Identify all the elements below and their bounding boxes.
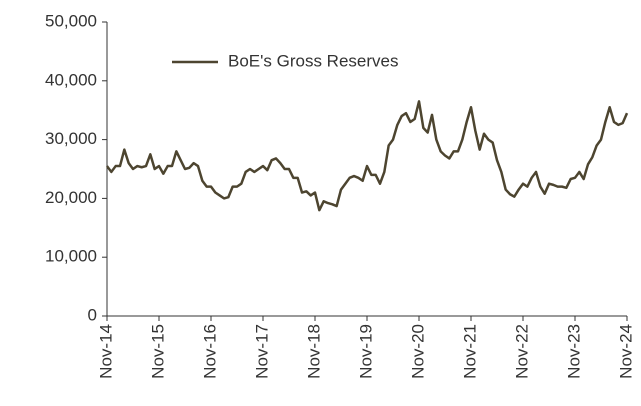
x-tick-label: Nov-18 (304, 324, 323, 379)
x-tick-label: Nov-24 (616, 324, 635, 379)
y-tick-label: 50,000 (45, 11, 97, 30)
x-tick-label: Nov-22 (512, 324, 531, 379)
x-tick-label: Nov-14 (96, 324, 115, 379)
data-line (105, 100, 629, 212)
y-tick-label: 0 (88, 305, 97, 324)
y-tick-label: 30,000 (45, 129, 97, 148)
x-tick-label: Nov-23 (564, 324, 583, 379)
x-tick-label: Nov-17 (252, 324, 271, 379)
x-tick-label: Nov-16 (200, 324, 219, 379)
x-tick-label: Nov-21 (460, 324, 479, 379)
legend-label: BoE's Gross Reserves (228, 51, 398, 70)
x-tick-label: Nov-20 (408, 324, 427, 379)
x-tick-label: Nov-15 (148, 324, 167, 379)
y-tick-label: 40,000 (45, 70, 97, 89)
x-tick-label: Nov-19 (356, 324, 375, 379)
y-tick-label: 20,000 (45, 188, 97, 207)
y-tick-label: 10,000 (45, 247, 97, 266)
